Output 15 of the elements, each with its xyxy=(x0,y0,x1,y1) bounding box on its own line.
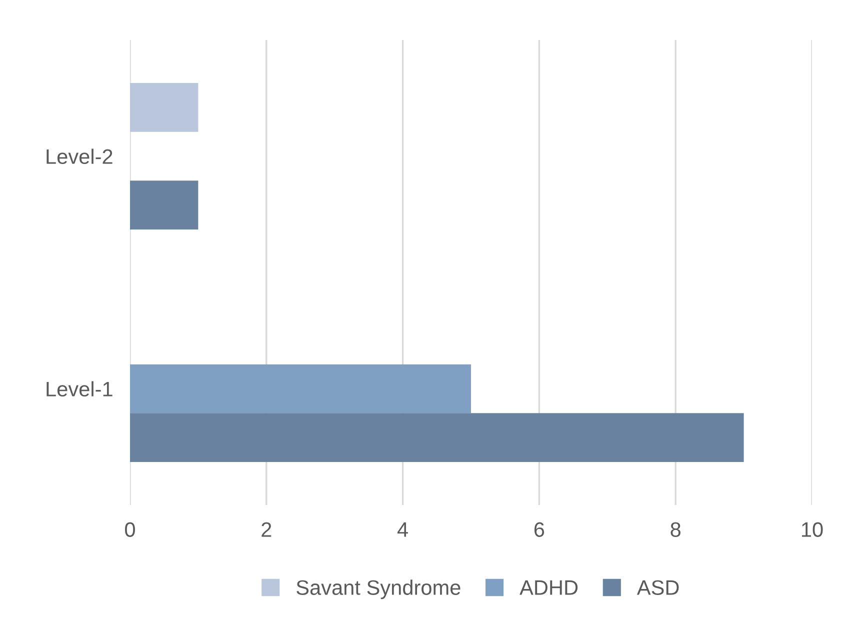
legend-label: ASD xyxy=(636,580,679,595)
legend-label: Savant Syndrome xyxy=(296,580,460,600)
y-tick-label: Level-1 xyxy=(46,381,112,397)
bar xyxy=(130,180,198,230)
x-tick-label: 10 xyxy=(802,522,823,537)
x-tick-label: 6 xyxy=(534,522,544,537)
x-tick-label: 8 xyxy=(670,522,680,537)
x-tick-label: 2 xyxy=(262,522,272,537)
bar xyxy=(130,83,198,132)
x-tick-label: 0 xyxy=(125,522,135,537)
x-tick-label: 4 xyxy=(397,522,408,537)
bar xyxy=(130,413,744,462)
y-tick-label: Level-2 xyxy=(46,148,112,164)
legend-label: ADHD xyxy=(520,580,578,595)
bar xyxy=(130,364,471,414)
